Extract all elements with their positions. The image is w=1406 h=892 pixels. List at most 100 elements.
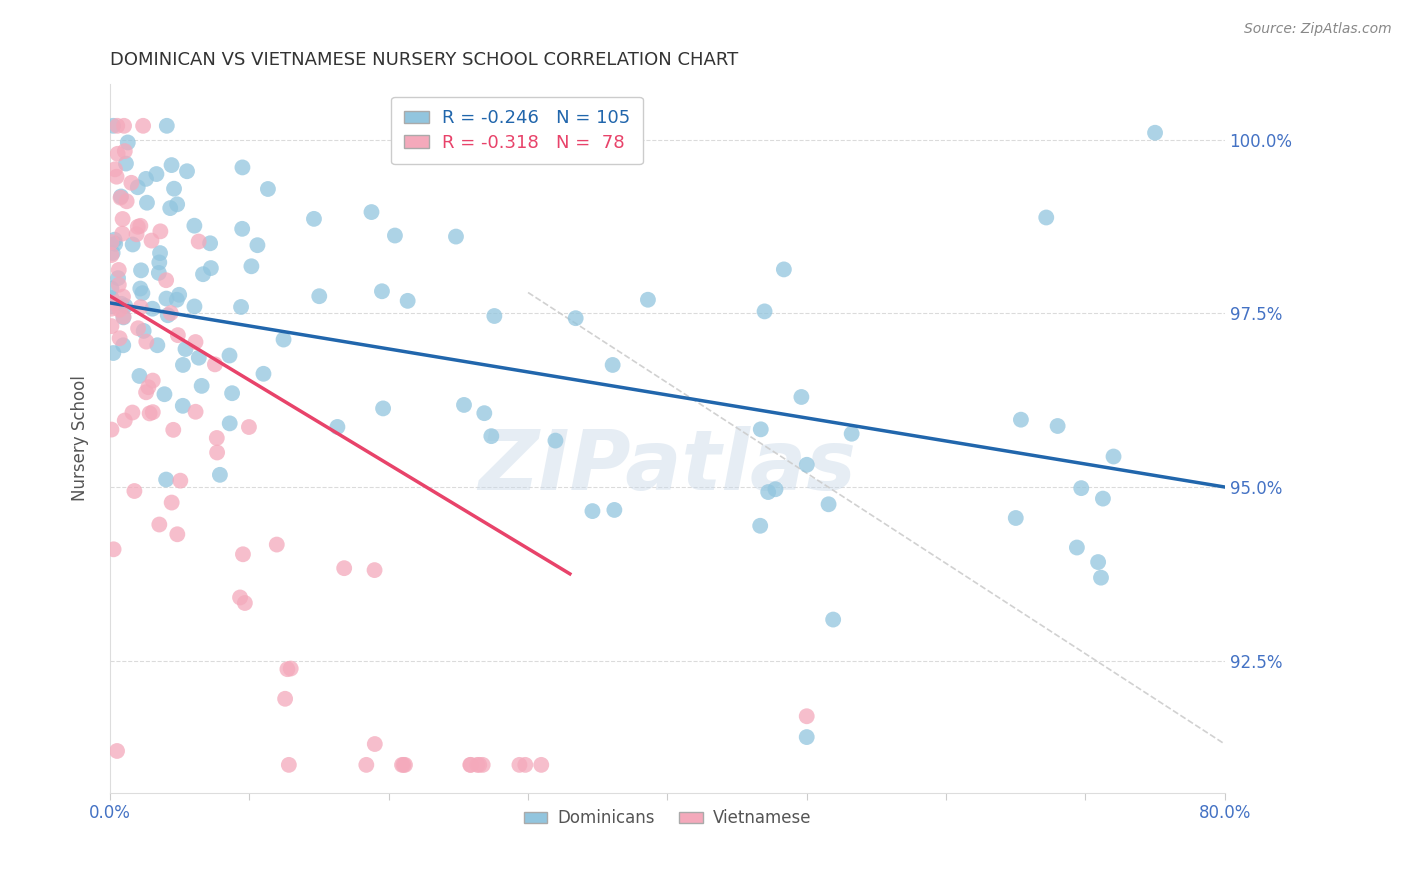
Point	[159, 201, 181, 215]
Point	[790, 390, 813, 404]
Point	[100, 423, 122, 437]
Point	[138, 380, 160, 394]
Point	[232, 547, 254, 561]
Point	[100, 281, 122, 295]
Point	[107, 277, 129, 292]
Point	[138, 406, 160, 420]
Point	[114, 299, 136, 313]
Point	[117, 136, 139, 150]
Point	[148, 255, 170, 269]
Point	[128, 368, 150, 383]
Point	[257, 182, 280, 196]
Point	[229, 300, 252, 314]
Point	[198, 236, 221, 251]
Point	[136, 195, 159, 210]
Point	[1035, 211, 1057, 225]
Point	[129, 219, 152, 233]
Point	[637, 293, 659, 307]
Point	[149, 246, 172, 260]
Point	[131, 286, 153, 301]
Point	[148, 517, 170, 532]
Point	[564, 311, 586, 326]
Point	[111, 227, 134, 241]
Text: DOMINICAN VS VIETNAMESE NURSERY SCHOOL CORRELATION CHART: DOMINICAN VS VIETNAMESE NURSERY SCHOOL C…	[110, 51, 738, 69]
Point	[129, 281, 152, 295]
Point	[105, 744, 128, 758]
Point	[174, 342, 197, 356]
Point	[326, 420, 349, 434]
Point	[184, 405, 207, 419]
Point	[100, 291, 122, 305]
Point	[115, 194, 138, 209]
Point	[111, 211, 134, 226]
Point	[200, 261, 222, 276]
Point	[112, 310, 135, 325]
Point	[465, 757, 488, 772]
Point	[141, 234, 163, 248]
Point	[124, 483, 146, 498]
Point	[841, 426, 863, 441]
Point	[396, 293, 419, 308]
Point	[233, 596, 256, 610]
Point	[107, 146, 129, 161]
Point	[112, 338, 135, 352]
Point	[204, 357, 226, 371]
Point	[148, 266, 170, 280]
Point	[166, 197, 188, 211]
Point	[191, 267, 214, 281]
Point	[103, 542, 125, 557]
Point	[1046, 419, 1069, 434]
Point	[308, 289, 330, 303]
Point	[229, 591, 252, 605]
Point	[172, 399, 194, 413]
Text: ZIPatlas: ZIPatlas	[478, 426, 856, 508]
Point	[135, 334, 157, 349]
Point	[107, 271, 129, 285]
Point	[391, 757, 413, 772]
Point	[146, 338, 169, 352]
Point	[114, 413, 136, 427]
Point	[360, 205, 382, 219]
Point	[127, 180, 149, 194]
Point	[163, 182, 186, 196]
Point	[1066, 541, 1088, 555]
Point	[160, 495, 183, 509]
Point	[754, 304, 776, 318]
Point	[159, 306, 181, 320]
Point	[155, 273, 177, 287]
Point	[471, 757, 494, 772]
Point	[100, 319, 122, 334]
Point	[603, 503, 626, 517]
Point	[1090, 571, 1112, 585]
Point	[141, 301, 163, 316]
Point	[110, 191, 132, 205]
Point	[544, 434, 567, 448]
Point	[108, 331, 131, 345]
Point	[231, 161, 253, 175]
Y-axis label: Nursery School: Nursery School	[72, 376, 89, 501]
Point	[515, 757, 537, 772]
Point	[472, 406, 495, 420]
Point	[796, 709, 818, 723]
Point	[1004, 511, 1026, 525]
Point	[100, 301, 122, 316]
Point	[105, 169, 128, 184]
Point	[274, 691, 297, 706]
Point	[187, 235, 209, 249]
Point	[111, 289, 134, 303]
Point	[183, 300, 205, 314]
Point	[371, 285, 394, 299]
Point	[129, 263, 152, 277]
Point	[749, 422, 772, 436]
Point	[135, 172, 157, 186]
Point	[392, 757, 415, 772]
Point	[155, 292, 177, 306]
Point	[756, 485, 779, 500]
Point	[444, 229, 467, 244]
Point	[149, 224, 172, 238]
Point	[363, 563, 385, 577]
Point	[169, 474, 191, 488]
Point	[100, 248, 122, 262]
Point	[530, 757, 553, 772]
Point	[221, 386, 243, 401]
